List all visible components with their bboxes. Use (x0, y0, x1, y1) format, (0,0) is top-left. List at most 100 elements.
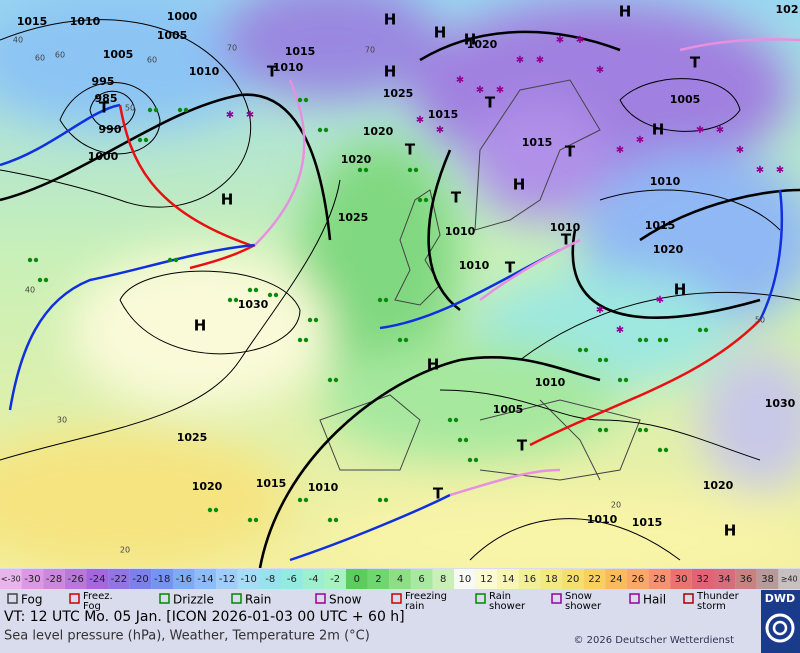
snow-symbol: ✱ (776, 165, 784, 176)
scale-cell (129, 569, 152, 589)
scale-label: 20 (567, 574, 580, 585)
pressure-label: 990 (99, 123, 122, 136)
pressure-label: 1005 (670, 93, 701, 106)
description: Sea level pressure (hPa), Weather, Tempe… (4, 629, 370, 644)
pressure-label: 1010 (535, 376, 566, 389)
weather-dot (273, 292, 279, 298)
scale-label: 2 (375, 574, 381, 585)
snow-symbol: ✱ (436, 125, 444, 136)
pressure-center: H (724, 522, 737, 540)
pressure-center: H (513, 176, 526, 194)
pressure-label: 1010 (587, 513, 618, 526)
weather-dot (43, 277, 49, 283)
scale-label: -26 (68, 574, 84, 585)
weather-dot (397, 337, 403, 343)
pressure-label: 1005 (103, 48, 134, 61)
scale-label: 22 (588, 574, 601, 585)
pressure-label: 1025 (177, 431, 208, 444)
weather-dot (297, 97, 303, 103)
pressure-center: T (517, 437, 528, 455)
scale-cell (151, 569, 173, 589)
weather-dot (313, 317, 319, 323)
pressure-label: 1020 (703, 479, 734, 492)
weather-dot (247, 287, 253, 293)
scale-label: <-30 (1, 575, 21, 584)
snow-symbol: ✱ (556, 35, 564, 46)
weather-symbols: ✱ ✱ ✱ ✱ ✱ ✱ ✱ ✱ ✱ ✱ ✱ ✱ ✱ ✱ ✱ ✱ ✱ ✱ ✱ ✱ ✱ ✱ (27, 35, 784, 523)
map: ✱ ✱ ✱✱✱✱ ✱✱ ✱✱ ✱✱✱✱✱ ✱✱✱ ✱✱✱✱ 1015 1010 100010051… (0, 0, 800, 568)
pressure-label: 102 (776, 3, 799, 16)
scale-cell (302, 569, 325, 589)
weather-dot (327, 517, 333, 523)
isotherm-label: 50 (755, 316, 765, 325)
weather-dot (233, 297, 239, 303)
scale-cell (627, 569, 649, 589)
weather-label: Fog (21, 593, 42, 607)
weather-dot (377, 497, 383, 503)
weather-icon (315, 593, 326, 604)
weather-dot (173, 257, 179, 263)
weather-label: Rain (245, 593, 271, 607)
weather-icon (7, 593, 18, 604)
pressure-label: 1015 (522, 136, 553, 149)
scale-cell (735, 569, 757, 589)
weather-icon (231, 593, 242, 604)
scale-label: 38 (761, 574, 774, 585)
scale-label: 8 (440, 574, 446, 585)
pressure-label: 1005 (493, 403, 524, 416)
pressure-label: 1015 (645, 219, 676, 232)
weather-dot (303, 97, 309, 103)
pressure-label: 1005 (157, 29, 188, 42)
scale-cell (194, 569, 217, 589)
weather-dot (657, 447, 663, 453)
weather-dot (227, 297, 233, 303)
weather-dot (153, 107, 159, 113)
isotherm-label: 50 (125, 104, 135, 113)
weather-dot (363, 167, 369, 173)
scale-label: -10 (240, 574, 256, 585)
scale-label: -12 (219, 574, 235, 585)
scale-cell (21, 569, 44, 589)
weather-dot (703, 327, 709, 333)
snow-symbol: ✱ (756, 165, 764, 176)
scale-cell (259, 569, 282, 589)
isotherm-label: 60 (55, 51, 65, 60)
weather-dot (317, 127, 323, 133)
weather-label: Thunder storm (696, 591, 740, 612)
fronts (0, 38, 800, 562)
pressure-center: T (433, 485, 444, 503)
weather-dot (147, 107, 153, 113)
weather-label: Snow (329, 593, 362, 607)
pressure-label: 1010 (650, 175, 681, 188)
snow-symbol: ✱ (226, 110, 234, 121)
weather-icon (683, 593, 694, 604)
scale-label: -24 (89, 574, 105, 585)
scale-label: -30 (24, 574, 40, 585)
scale-cell (540, 569, 563, 589)
weather-dot (27, 257, 33, 263)
snow-symbol: ✱ (656, 295, 664, 306)
pressure-label: 1015 (17, 15, 48, 28)
pressure-label: 1010 (189, 65, 220, 78)
weather-dot (303, 337, 309, 343)
pressure-label: 1010 (70, 15, 101, 28)
weather-dot (383, 497, 389, 503)
pressure-center: T (485, 94, 496, 112)
weather-dot (253, 517, 259, 523)
scale-label: 34 (718, 574, 731, 585)
logo-mark (765, 613, 795, 643)
weather-label: Hail (643, 593, 666, 607)
pressure-center: H (427, 356, 440, 374)
scale-label: 30 (675, 574, 688, 585)
scale-label: -6 (287, 574, 297, 585)
pressure-center: H (434, 24, 447, 42)
weather-dot (417, 197, 423, 203)
pressure-center: T (690, 54, 701, 72)
pressure-center: H (464, 31, 477, 49)
pressure-center: H (194, 317, 207, 335)
weather-label: Snow shower (565, 591, 602, 612)
weather-icon (475, 593, 486, 604)
weather-dot (303, 497, 309, 503)
scale-cell (324, 569, 346, 589)
weather-dot (603, 357, 609, 363)
